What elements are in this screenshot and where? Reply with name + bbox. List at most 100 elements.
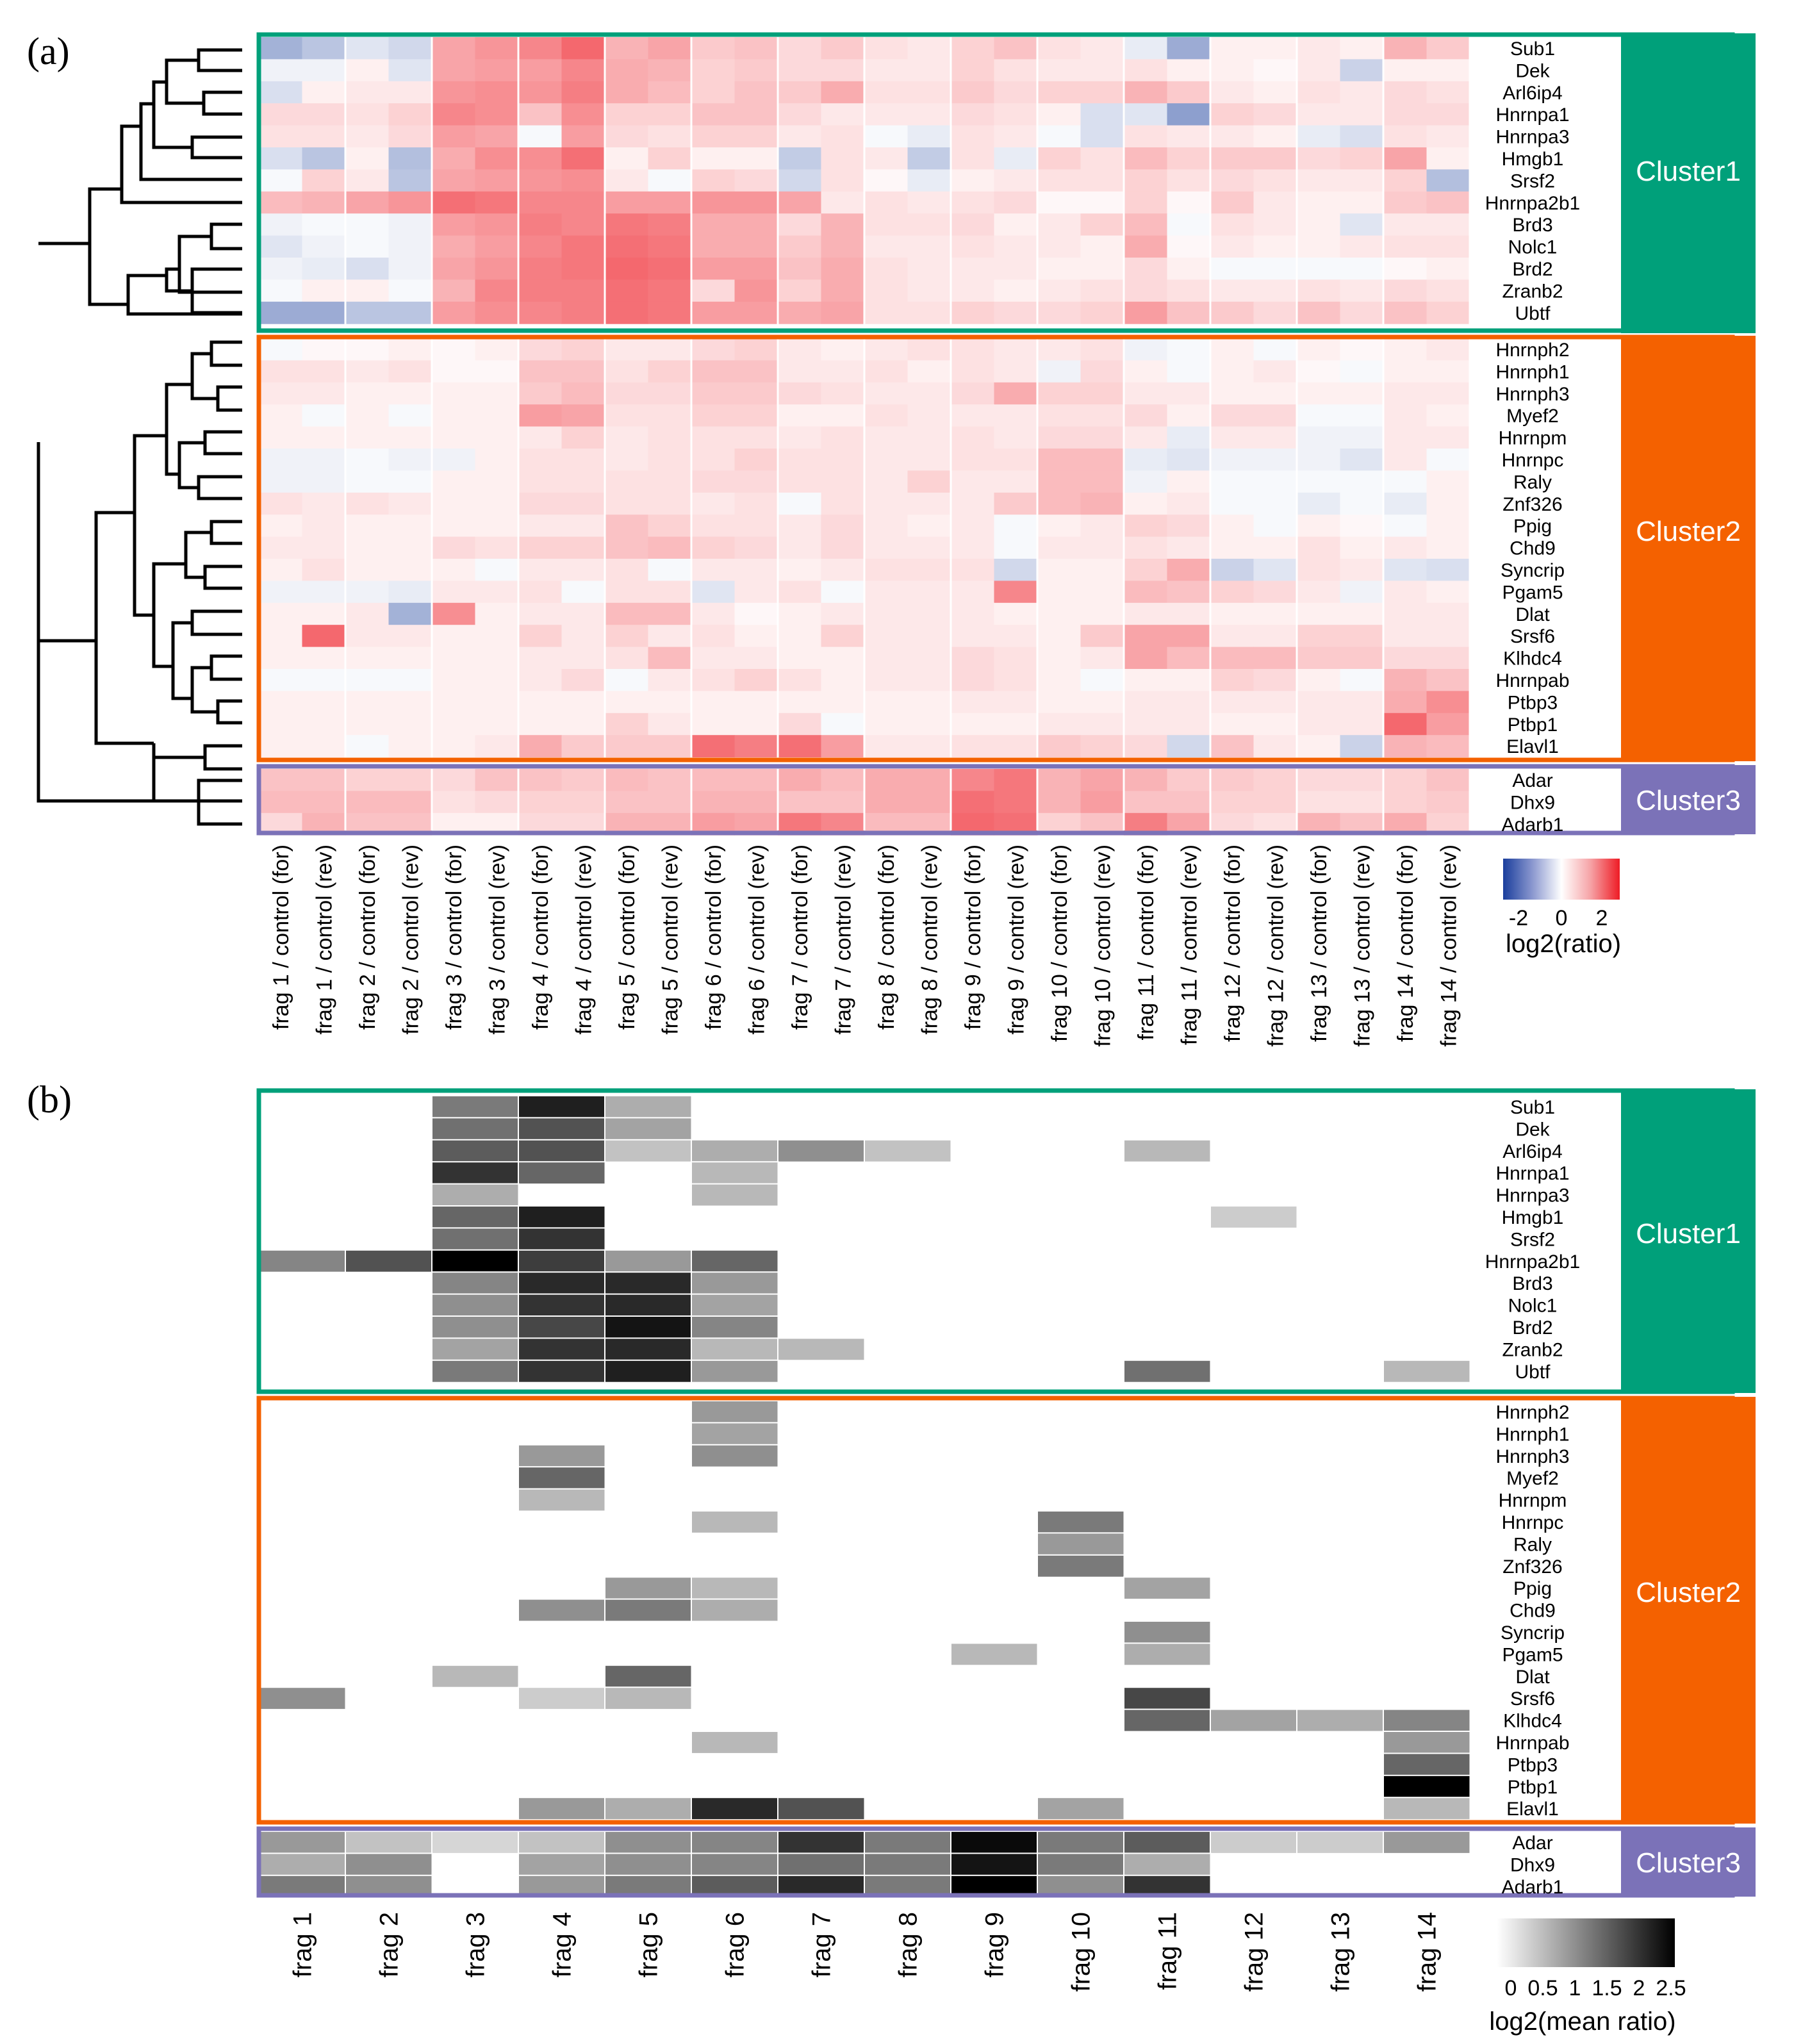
- heatmap-b-cell: [431, 1117, 520, 1141]
- row-label-b: Brd3: [1512, 1273, 1552, 1294]
- heatmap-a-cell: [388, 791, 432, 814]
- heatmap-a-cell: [1124, 492, 1167, 515]
- heatmap-b-cell: [345, 1183, 432, 1207]
- column-label-b: frag 9: [981, 1912, 1009, 1977]
- heatmap-b-cell: [1124, 1422, 1211, 1446]
- heatmap-a-cell: [648, 301, 692, 324]
- heatmap-a-cell: [345, 625, 389, 648]
- heatmap-b-cell: [1037, 1687, 1124, 1710]
- heatmap-a-cell: [907, 59, 951, 82]
- heatmap-a-cell: [864, 59, 908, 82]
- heatmap-a-cell: [778, 602, 821, 625]
- heatmap-a-cell: [388, 213, 432, 236]
- heatmap-b-cell: [345, 1162, 432, 1185]
- heatmap-a-cell: [1037, 470, 1081, 493]
- heatmap-a-cell: [345, 470, 389, 493]
- heatmap-a-cell: [691, 426, 735, 449]
- heatmap-a-cell: [951, 669, 994, 691]
- heatmap-b-cell: [259, 1401, 346, 1423]
- heatmap-b-cell: [1297, 1422, 1384, 1446]
- heatmap-a-cell: [561, 213, 605, 236]
- heatmap-a-cell: [907, 169, 951, 192]
- heatmap-a-cell: [1297, 691, 1340, 714]
- heatmap-b-cell: [432, 1577, 519, 1600]
- heatmap-a-cell: [1210, 81, 1254, 104]
- heatmap-b-cell: [259, 1096, 346, 1118]
- heatmap-a-cell: [734, 258, 778, 280]
- column-label-b: frag 12: [1240, 1912, 1269, 1992]
- heatmap-a-cell: [388, 404, 432, 427]
- heatmap-b-cell: [864, 1533, 951, 1556]
- heatmap-b-cell: [1124, 1488, 1211, 1512]
- heatmap-b-cell: [691, 1444, 779, 1468]
- heatmap-b-cell: [864, 1183, 951, 1207]
- row-label-b: Klhdc4: [1503, 1711, 1562, 1732]
- heatmap-b-cell: [518, 1183, 605, 1207]
- column-label-b: frag 7: [808, 1912, 836, 1977]
- heatmap-a-cell: [432, 735, 475, 758]
- heatmap-a-cell: [561, 625, 605, 648]
- heatmap-b-cell: [259, 1775, 346, 1798]
- heatmap-b-cell: [1297, 1183, 1384, 1207]
- heatmap-b-cell: [1037, 1797, 1125, 1821]
- heatmap-b-cell: [691, 1117, 778, 1141]
- heatmap-b-cell: [1037, 1753, 1124, 1776]
- heatmap-a-cell: [475, 258, 519, 280]
- row-label-b: Ppig: [1513, 1578, 1552, 1599]
- column-label-b: frag 3: [462, 1912, 490, 1977]
- column-labels-a: frag 1 / control (for) frag 1 / control (…: [269, 845, 1461, 1047]
- row-label-a: Dek: [1515, 60, 1550, 81]
- heatmap-a-cell: [345, 536, 389, 559]
- heatmap-a-cell: [907, 769, 951, 791]
- heatmap-a-cell: [518, 382, 562, 405]
- colorbar-b-label: log2(mean ratio): [1489, 2007, 1675, 2036]
- heatmap-a-cell: [1383, 81, 1427, 104]
- heatmap-a-cell: [1124, 515, 1167, 538]
- heatmap-a-cell: [778, 81, 821, 104]
- heatmap-a-cell: [1340, 279, 1384, 302]
- heatmap-a-cell: [1253, 536, 1297, 559]
- heatmap-b-cell: [1297, 1511, 1384, 1533]
- heatmap-a-cell: [907, 338, 951, 361]
- heatmap-a-cell: [518, 791, 562, 814]
- heatmap-a-cell: [1253, 258, 1297, 280]
- heatmap-a-cell: [605, 235, 648, 258]
- heatmap-b-cell: [1383, 1228, 1470, 1251]
- heatmap-a-cell: [1167, 559, 1211, 581]
- heatmap-b-cell: [777, 1797, 866, 1821]
- heatmap-a-cell: [302, 691, 346, 714]
- heatmap-a-cell: [951, 59, 994, 82]
- heatmap-b-cell: [1297, 1401, 1384, 1423]
- heatmap-a-cell: [561, 449, 605, 471]
- heatmap-b-cell: [605, 1401, 692, 1423]
- heatmap-b-cell: [1037, 1316, 1124, 1339]
- heatmap-a-cell: [778, 404, 821, 427]
- heatmap-a-cell: [648, 279, 692, 302]
- heatmap-a-cell: [1297, 360, 1340, 383]
- heatmap-b-cell: [1124, 1533, 1211, 1556]
- heatmap-b-cell: [864, 1139, 952, 1163]
- heatmap-a-cell: [994, 602, 1038, 625]
- heatmap-b-cell: [691, 1228, 778, 1251]
- heatmap-b-cell: [1296, 1831, 1385, 1854]
- heatmap-b-cell: [778, 1272, 865, 1295]
- heatmap-a-cell: [778, 470, 821, 493]
- heatmap-b-cell: [1210, 1533, 1297, 1556]
- heatmap-a-cell: [388, 669, 432, 691]
- heatmap-b-cell: [1210, 1117, 1297, 1141]
- heatmap-a-cell: [388, 59, 432, 82]
- row-label-b: Sub1: [1510, 1097, 1555, 1118]
- cluster1-label-b: Cluster1: [1636, 1218, 1741, 1249]
- heatmap-b-cell: [778, 1554, 865, 1578]
- heatmap-a-cell: [1383, 59, 1427, 82]
- heatmap-b-cell: [691, 1467, 778, 1490]
- heatmap-a-cell: [475, 235, 519, 258]
- heatmap-b-cell: [259, 1621, 346, 1644]
- heatmap-a-cells: [259, 37, 1621, 836]
- row-label-b: Ptbp1: [1508, 1777, 1558, 1798]
- heatmap-a-cell: [994, 647, 1038, 670]
- column-label-a: frag 1 / control (rev): [312, 845, 336, 1035]
- heatmap-a-cell: [994, 470, 1038, 493]
- heatmap-a-cell: [864, 125, 908, 148]
- heatmap-a-cell: [1426, 735, 1470, 758]
